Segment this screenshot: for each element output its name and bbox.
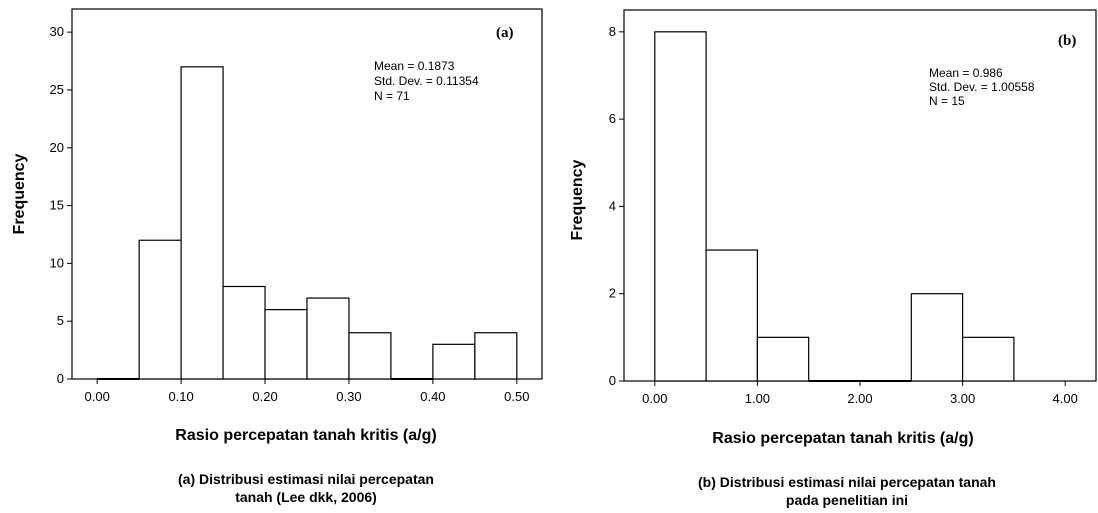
y-tick-label-b-2: 4 xyxy=(609,198,616,213)
x-tick-label-b-2: 2.00 xyxy=(847,391,872,406)
x-tick-label-a-5: 0.50 xyxy=(504,389,529,404)
bars-a xyxy=(97,66,518,380)
histogram-bar-b-6 xyxy=(962,336,1015,382)
x-tick-label-a-2: 0.20 xyxy=(252,389,277,404)
x-tick-label-a-1: 0.10 xyxy=(168,389,193,404)
y-tick-label-b-4: 8 xyxy=(609,24,616,39)
histogram-panel-a: 0 5 10 15 20 25 30 0.00 0.10 0.20 0.30 0.40 0.50 (a… xyxy=(11,8,543,505)
stats-mean-b: Mean = 0.986 xyxy=(929,66,1003,80)
stats-n-b: N = 15 xyxy=(929,94,965,108)
y-ticks-a: 0 5 10 15 20 25 30 xyxy=(50,24,72,386)
caption-a-line1: (a) Distribusi estimasi nilai percepatan xyxy=(178,471,434,487)
y-tick-label-a-5: 25 xyxy=(50,82,64,97)
histogram-bar-a-5 xyxy=(306,297,350,380)
caption-b-line1: (b) Distribusi estimasi nilai percepatan… xyxy=(698,474,996,490)
histogram-bar-b-2 xyxy=(756,336,810,382)
bars-b xyxy=(654,31,1015,382)
y-tick-label-a-0: 0 xyxy=(57,371,64,386)
y-tick-label-a-2: 10 xyxy=(50,255,64,270)
y-tick-label-b-3: 6 xyxy=(609,111,616,126)
x-ticks-b: 0.00 1.00 2.00 3.00 4.00 xyxy=(642,381,1078,406)
y-axis-label-b: Frequency xyxy=(569,159,586,240)
stats-n-a: N = 71 xyxy=(374,89,410,103)
histogram-panel-b: 0 2 4 6 8 0.00 1.00 2.00 3.00 4.00 (b) Mean = 0.… xyxy=(569,9,1097,508)
caption-b-line2: pada penelitian ini xyxy=(786,492,908,508)
histogram-bar-a-8 xyxy=(432,343,476,380)
y-axis-label-a: Frequency xyxy=(11,153,28,234)
histogram-bar-a-4 xyxy=(264,309,308,380)
y-tick-label-a-1: 5 xyxy=(57,313,64,328)
histogram-bar-a-1 xyxy=(138,239,182,380)
y-ticks-b: 0 2 4 6 8 xyxy=(609,24,624,388)
x-tick-label-b-3: 3.00 xyxy=(950,391,975,406)
panel-label-a: (a) xyxy=(496,25,514,41)
y-tick-label-b-0: 0 xyxy=(609,373,616,388)
histogram-bar-b-1 xyxy=(705,249,758,382)
x-axis-label-b: Rasio percepatan tanah kritis (a/g) xyxy=(712,430,973,447)
histogram-bar-a-2 xyxy=(180,66,224,380)
y-tick-label-b-1: 2 xyxy=(609,286,616,301)
x-tick-label-b-1: 1.00 xyxy=(745,391,770,406)
x-tick-label-a-3: 0.30 xyxy=(336,389,361,404)
y-tick-label-a-3: 15 xyxy=(50,198,64,213)
x-ticks-a: 0.00 0.10 0.20 0.30 0.40 0.50 xyxy=(85,379,529,404)
x-tick-label-a-4: 0.40 xyxy=(420,389,445,404)
histogram-bar-b-0 xyxy=(654,31,707,382)
x-axis-label-a: Rasio percepatan tanah kritis (a/g) xyxy=(175,427,436,444)
x-tick-label-b-0: 0.00 xyxy=(642,391,667,406)
panel-label-b: (b) xyxy=(1058,33,1076,49)
x-tick-label-b-4: 4.00 xyxy=(1053,391,1078,406)
stats-stddev-a: Std. Dev. = 0.11354 xyxy=(374,74,479,88)
y-tick-label-a-4: 20 xyxy=(50,140,64,155)
histogram-bar-b-5 xyxy=(910,293,964,382)
caption-a-line2: tanah (Lee dkk, 2006) xyxy=(235,489,377,505)
x-tick-label-a-0: 0.00 xyxy=(85,389,110,404)
y-tick-label-a-6: 30 xyxy=(50,24,64,39)
stats-stddev-b: Std. Dev. = 1.00558 xyxy=(929,80,1035,94)
histogram-bar-a-3 xyxy=(222,285,266,380)
stats-mean-a: Mean = 0.1873 xyxy=(374,59,455,73)
histogram-bar-a-6 xyxy=(348,332,392,380)
histogram-bar-a-9 xyxy=(474,332,518,380)
